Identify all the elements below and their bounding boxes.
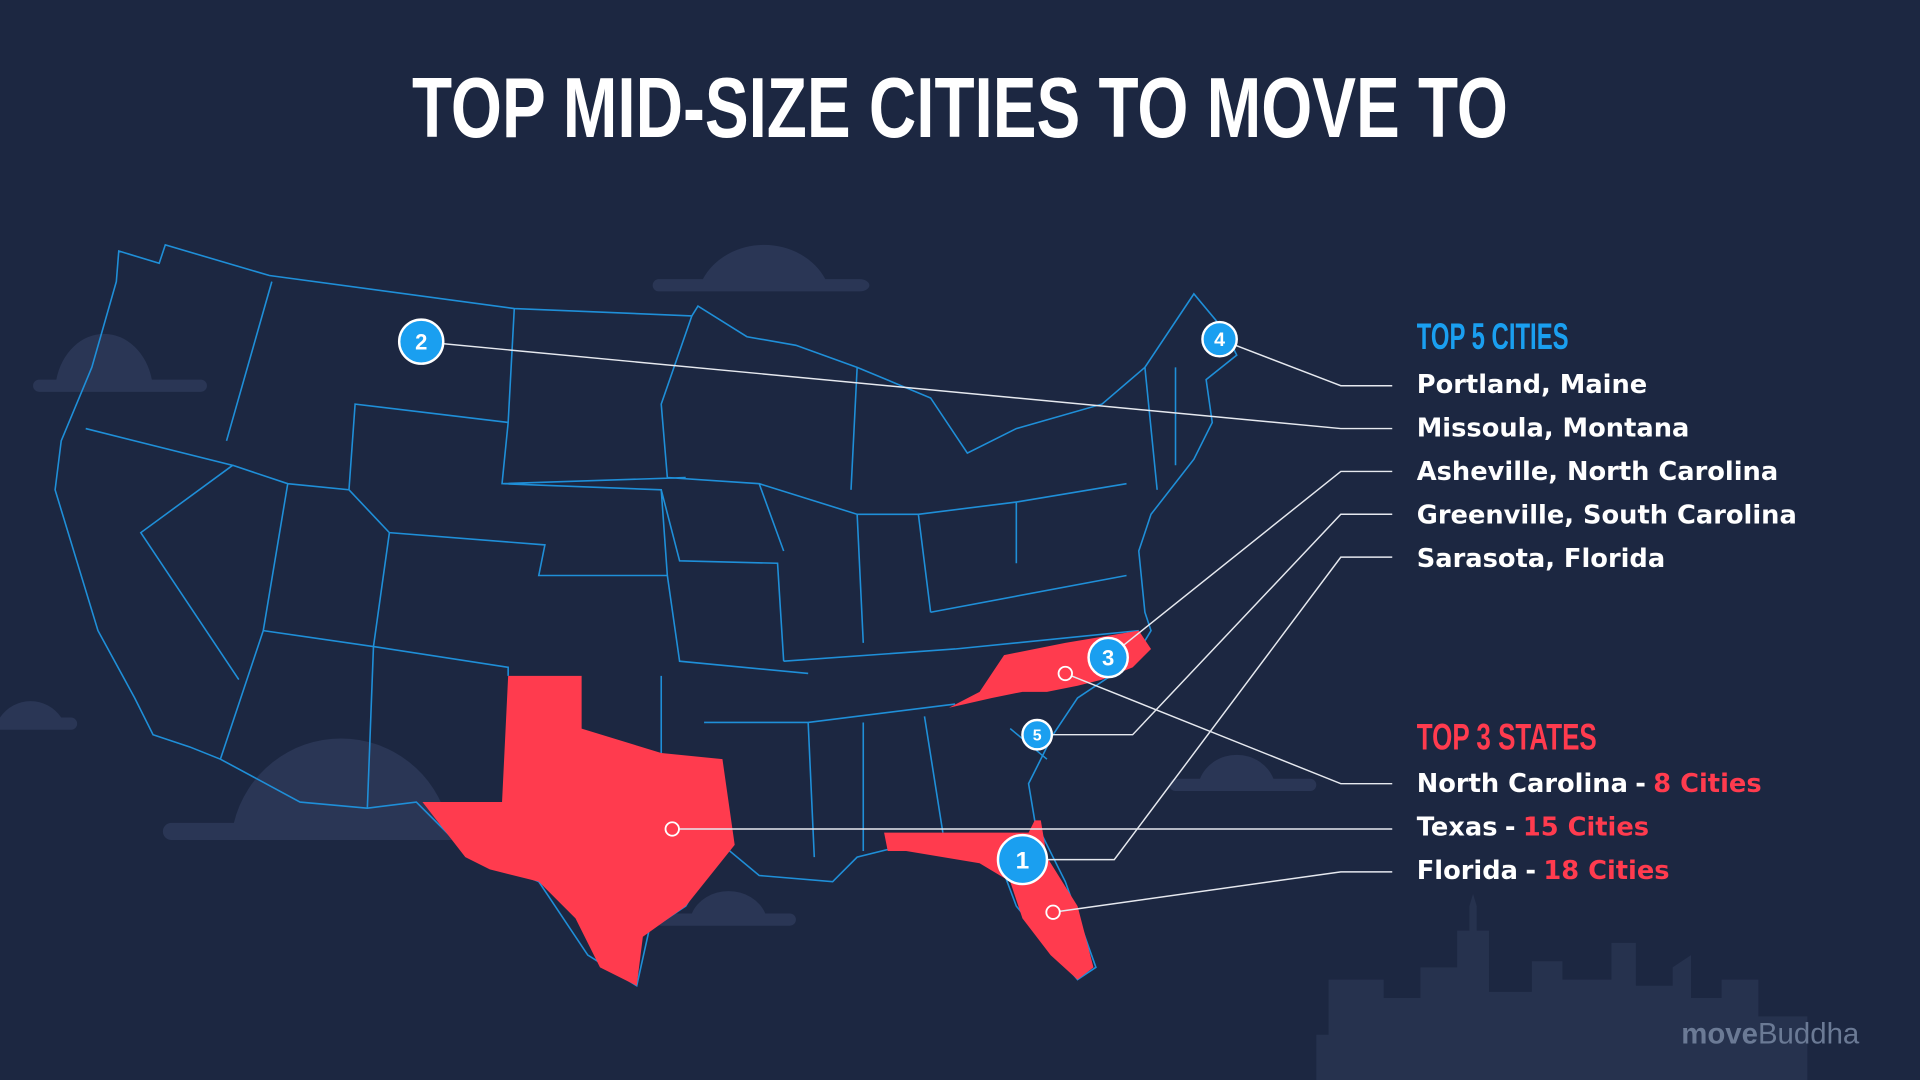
- cloud: [655, 891, 796, 926]
- marker-label: 3: [1102, 645, 1114, 670]
- leader-line: [1022, 556, 1393, 861]
- skyline-shape: [1316, 893, 1808, 1080]
- marker-circle: [996, 833, 1049, 886]
- marker-label: 2: [415, 330, 427, 355]
- state-dot: [1045, 904, 1061, 920]
- state-borders: [85, 281, 1177, 858]
- title: TOP MID-SIZE CITIES TO MOVE TO: [412, 60, 1508, 156]
- leader-line: [1219, 338, 1393, 387]
- logo-light: Buddha: [1758, 1017, 1860, 1050]
- cloud: [652, 244, 870, 292]
- leader-line: [1052, 871, 1393, 913]
- clouds: [0, 244, 1317, 926]
- cloud: [0, 701, 78, 730]
- skyline: [1316, 893, 1808, 1080]
- cloud: [33, 333, 207, 392]
- city-item: Portland, Maine: [1417, 370, 1648, 400]
- city-count: 18 Cities: [1543, 856, 1669, 886]
- cloud: [162, 738, 494, 840]
- cities-heading: TOP 5 CITIES: [1417, 316, 1569, 357]
- leader-line: [1037, 513, 1393, 736]
- city-count: 15 Cities: [1523, 813, 1649, 843]
- city-item: Missoula, Montana: [1417, 414, 1690, 444]
- state-dot: [1057, 665, 1073, 682]
- state-item: Florida -18 Cities: [1417, 856, 1670, 886]
- marker-circle: [397, 318, 445, 365]
- city-item: Greenville, South Carolina: [1417, 500, 1797, 530]
- leader-line: [421, 340, 1393, 430]
- marker-label: 5: [1033, 727, 1042, 744]
- state-item: Texas -15 Cities: [1417, 813, 1649, 843]
- marker-circle: [1087, 636, 1129, 679]
- separator: -: [1505, 813, 1516, 843]
- cloud: [1169, 754, 1317, 792]
- city-markers: 1 2 3 4 5: [397, 318, 1238, 886]
- separator: -: [1635, 769, 1646, 799]
- marker-circle: [1021, 718, 1054, 751]
- city-item: Asheville, North Carolina: [1417, 457, 1778, 487]
- leader-lines: [421, 338, 1393, 920]
- us-outline: [54, 243, 1238, 987]
- marker-circle: [1201, 320, 1238, 358]
- state-item: North Carolina -8 Cities: [1417, 769, 1762, 799]
- state-name: Texas: [1417, 813, 1498, 843]
- texas: [422, 675, 735, 986]
- leader-line: [1107, 470, 1393, 659]
- logo-bold: move: [1681, 1017, 1758, 1050]
- cities-list: Portland, Maine Missoula, Montana Ashevill…: [1417, 370, 1797, 574]
- leader-line: [1065, 672, 1393, 785]
- state-name: Florida: [1417, 856, 1518, 886]
- state-dot: [664, 821, 680, 837]
- city-item: Sarasota, Florida: [1417, 544, 1665, 574]
- states-heading: TOP 3 STATES: [1417, 716, 1597, 757]
- marker-label: 1: [1016, 847, 1030, 874]
- state-name: North Carolina: [1417, 769, 1628, 799]
- marker-label: 4: [1214, 329, 1225, 351]
- separator: -: [1525, 856, 1536, 886]
- logo: moveBuddha: [1681, 1017, 1860, 1050]
- city-count: 8 Cities: [1653, 769, 1761, 799]
